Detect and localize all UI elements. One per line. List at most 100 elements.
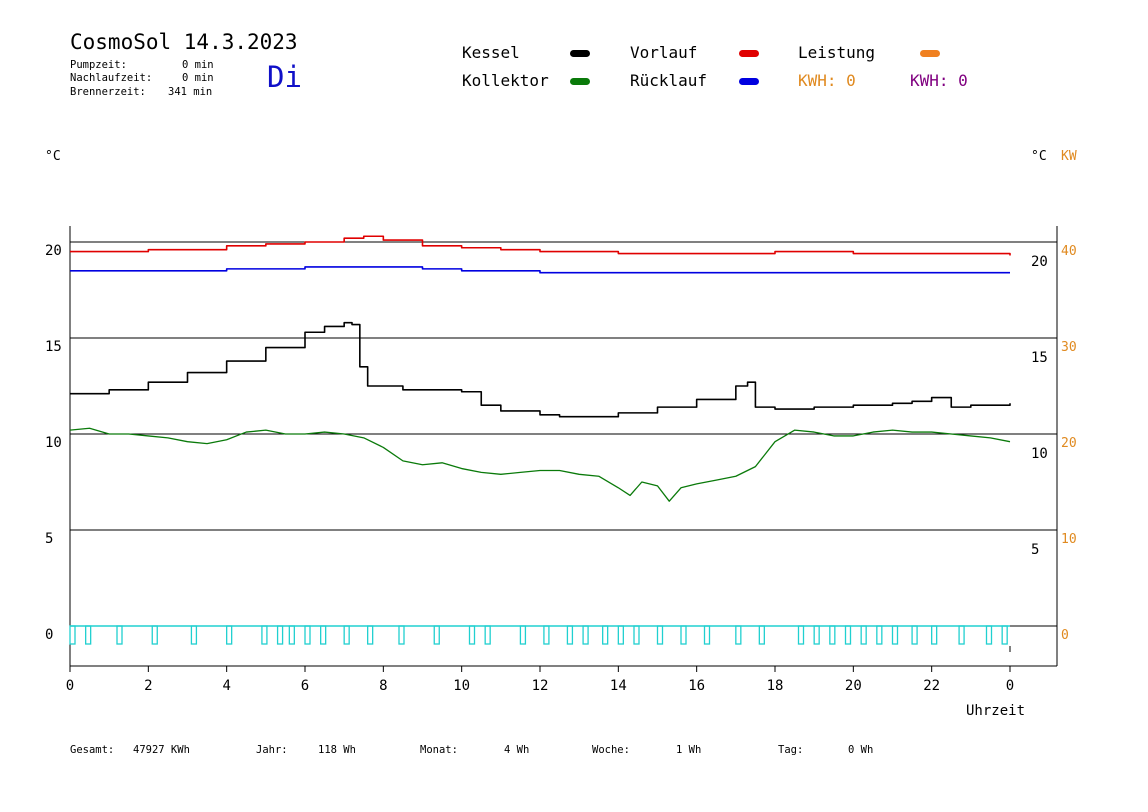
legend-kollektor-swatch — [570, 78, 590, 85]
legend-vorlauf: Vorlauf — [630, 43, 698, 62]
x-tick-label: 12 — [532, 678, 549, 694]
footer-monat-value: 4 Wh — [504, 744, 530, 756]
pump-pulse — [484, 625, 491, 645]
y-left-tick-label: 15 — [45, 339, 62, 355]
y-right-unit: °C — [1031, 149, 1047, 164]
footer-woche-value: 1 Wh — [676, 744, 702, 756]
x-tick-label: 16 — [688, 678, 705, 694]
x-tick-label: 10 — [453, 678, 470, 694]
x-tick-label: 2 — [144, 678, 152, 694]
legend-kollektor: Kollektor — [462, 71, 549, 90]
pump-pulse — [116, 625, 123, 645]
pump-pulse — [519, 625, 527, 645]
y-right2-unit: KW — [1061, 149, 1077, 164]
y-left-unit: °C — [45, 149, 61, 164]
pump-pulse — [633, 625, 640, 645]
pump-pulse — [829, 625, 836, 645]
pump-pulse — [468, 625, 476, 645]
footer-tag-label: Tag: — [778, 744, 804, 756]
x-tick-label: 18 — [767, 678, 784, 694]
brennerzeit-label: Brennerzeit: — [70, 86, 146, 98]
y-right-tick-label: 10 — [1031, 446, 1048, 462]
pump-pulse — [891, 625, 899, 645]
pump-pulse — [985, 625, 993, 645]
legend-ruecklauf: Rücklauf — [630, 71, 708, 90]
pump-pulse — [69, 625, 76, 645]
pump-pulse — [911, 625, 918, 645]
y-right-tick-label: 15 — [1031, 350, 1048, 366]
y-right2-tick-label: 10 — [1061, 532, 1077, 547]
nachlaufzeit-label: Nachlaufzeit: — [70, 72, 153, 84]
pump-pulse — [958, 625, 965, 645]
pump-pulse — [813, 625, 820, 645]
pump-pulse — [226, 625, 233, 645]
footer-monat-label: Monat: — [420, 744, 458, 756]
pump-pulse — [617, 625, 624, 645]
nachlaufzeit-value: 0 min — [182, 72, 214, 84]
x-tick-label: 0 — [1006, 678, 1014, 694]
footer-jahr-value: 118 Wh — [318, 744, 356, 756]
y-right2-tick-label: 20 — [1061, 436, 1077, 451]
pump-pulse — [343, 625, 350, 645]
grid — [70, 241, 1057, 627]
y-right2-tick-label: 40 — [1061, 244, 1077, 259]
footer-woche-label: Woche: — [592, 744, 630, 756]
footer-gesamt-value: 47927 KWh — [133, 744, 190, 756]
y-left-tick-label: 20 — [45, 243, 62, 259]
pump-pulse — [85, 625, 92, 645]
y-right-tick-label: 20 — [1031, 254, 1048, 270]
pumpzeit-label: Pumpzeit: — [70, 59, 127, 71]
pump-pulse — [797, 625, 805, 645]
pump-pulse — [543, 625, 550, 645]
pump-pulse — [844, 625, 852, 645]
pump-pulse — [190, 625, 198, 645]
x-tick-label: 4 — [222, 678, 230, 694]
pump-pulse — [582, 625, 589, 645]
y-right2-tick-label: 30 — [1061, 340, 1077, 355]
pump-pulse — [367, 625, 374, 645]
pump-pulse — [931, 625, 938, 645]
pump-pulse — [566, 625, 574, 645]
pump-pulse — [703, 625, 711, 645]
series-kollektor-line — [69, 427, 1011, 502]
pump-pulse — [860, 625, 867, 645]
pump-pulse — [656, 625, 664, 645]
x-tick-label: 22 — [923, 678, 940, 694]
legend-kessel-swatch — [570, 50, 590, 57]
x-tick-label: 6 — [301, 678, 309, 694]
series-ruecklauf-line — [70, 266, 1010, 274]
weekday-label: Di — [267, 60, 302, 94]
axes — [69, 226, 1058, 667]
footer-tag-value: 0 Wh — [848, 744, 874, 756]
y-left-tick-label: 0 — [45, 627, 53, 643]
pump-pulse — [735, 625, 742, 645]
legend-ruecklauf-swatch — [739, 78, 759, 85]
kwh-purple-value: KWH: 0 — [910, 71, 968, 90]
footer-gesamt-label: Gesamt: — [70, 744, 115, 756]
x-tick-label: 0 — [66, 678, 74, 694]
brennerzeit-value: 341 min — [168, 86, 213, 98]
pump-pulse — [320, 625, 327, 645]
series-group — [69, 235, 1011, 645]
y-left-tick-label: 10 — [45, 435, 62, 451]
pump-pulse — [261, 625, 268, 645]
x-axis-label: Uhrzeit — [966, 703, 1025, 719]
pump-pulse — [876, 625, 883, 645]
y-left-tick-label: 5 — [45, 531, 53, 547]
pumpzeit-value: 0 min — [182, 59, 214, 71]
pump-pulse — [758, 625, 765, 645]
pump-pulse — [602, 625, 609, 645]
pump-pulse — [276, 625, 284, 645]
pump-pulse — [398, 625, 405, 645]
series-kessel-line — [70, 321, 1011, 418]
x-tick-label: 20 — [845, 678, 862, 694]
legend-kessel: Kessel — [462, 43, 520, 62]
y-right2-tick-label: 0 — [1061, 628, 1069, 643]
pump-pulse — [1001, 625, 1008, 645]
footer-jahr-label: Jahr: — [256, 744, 288, 756]
kwh-orange-value: KWH: 0 — [798, 71, 856, 90]
y-right-tick-label: 5 — [1031, 542, 1039, 558]
legend-leistung: Leistung — [798, 43, 876, 62]
chart-title: CosmoSol 14.3.2023 — [70, 30, 298, 54]
